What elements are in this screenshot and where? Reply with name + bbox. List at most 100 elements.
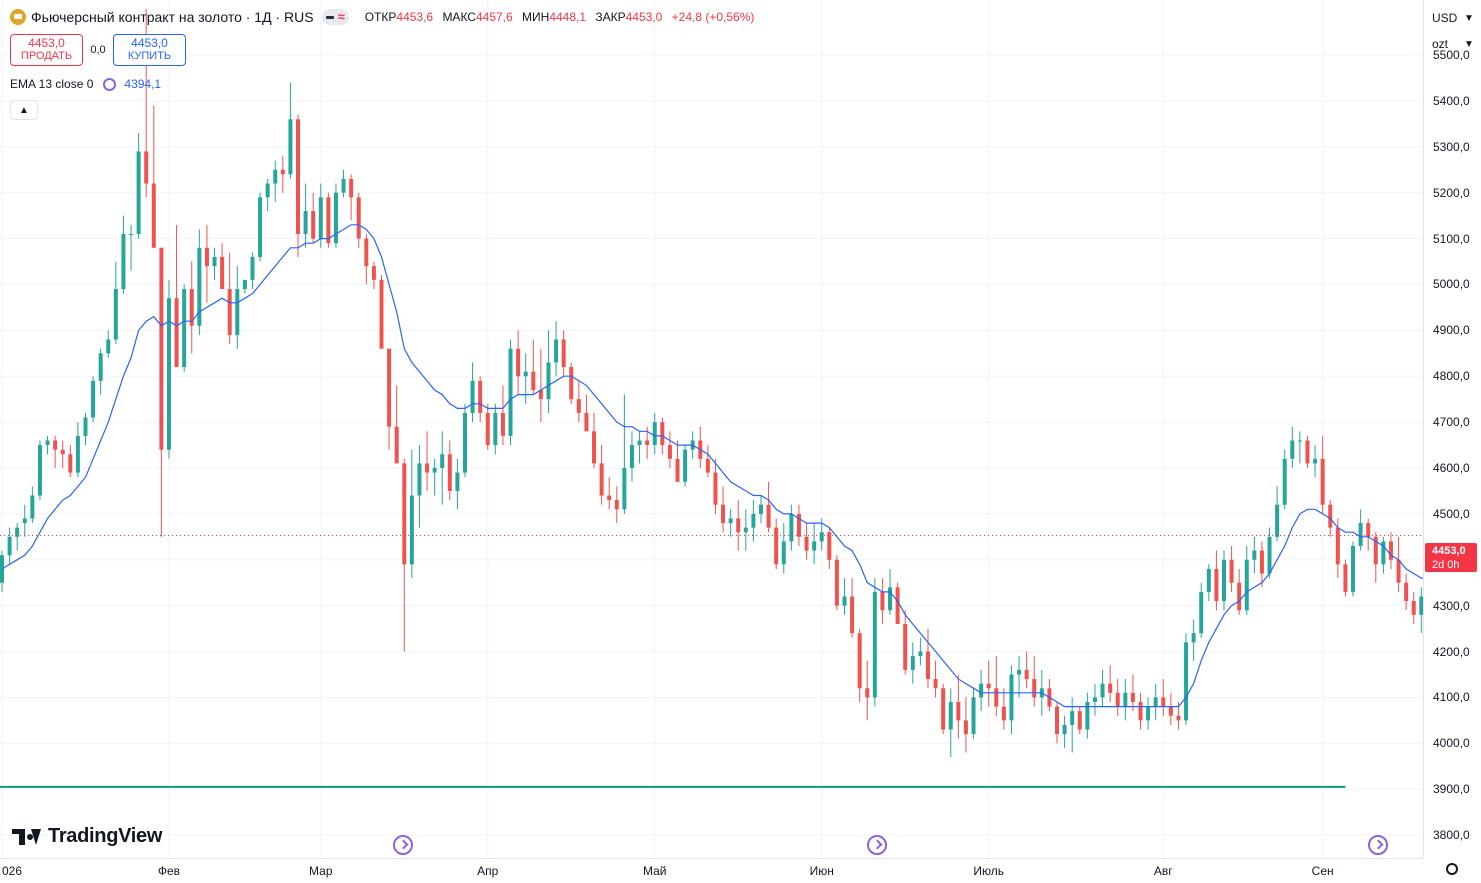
candle-body — [925, 651, 930, 680]
candle-body — [1305, 440, 1310, 464]
candle — [781, 523, 786, 574]
candle — [1396, 536, 1401, 592]
unit-selector[interactable]: ozt — [1432, 37, 1449, 51]
candle-body — [1343, 564, 1348, 592]
ema-label: EMA 13 close 0 — [10, 77, 94, 91]
high-label: МАКС — [442, 10, 476, 24]
high-value: 4457,6 — [475, 10, 513, 24]
candle — [1024, 651, 1029, 689]
open-value: 4453,6 — [396, 10, 434, 24]
candle — [296, 114, 301, 257]
candle-body — [766, 504, 771, 528]
candle-body — [1229, 559, 1234, 583]
candle — [827, 527, 832, 569]
candle — [872, 578, 877, 707]
candle-body — [1221, 559, 1226, 602]
candle — [485, 403, 490, 450]
candle — [561, 330, 566, 377]
candle-body — [789, 513, 794, 542]
collapse-legend-button[interactable]: ▲ — [10, 100, 38, 120]
candle — [743, 509, 748, 551]
ema-legend[interactable]: EMA 13 close 0 4394,1 — [10, 77, 161, 91]
candle-body — [136, 151, 141, 234]
last-price-label: 4453,0 2d 0h — [1425, 543, 1477, 572]
candle — [318, 183, 323, 248]
candle — [356, 192, 361, 248]
candle-body — [462, 412, 467, 473]
candle-body — [956, 702, 961, 721]
candle-body — [614, 500, 619, 510]
candle — [22, 504, 27, 537]
sell-button[interactable]: 4453,0 ПРОДАТЬ — [10, 34, 83, 66]
candle-body — [478, 380, 483, 413]
logo-text: TradingView — [48, 825, 163, 847]
candle-body — [1199, 591, 1204, 634]
tradingview-logo[interactable]: TradingView — [12, 825, 162, 848]
candle-body — [1366, 523, 1371, 537]
candle — [895, 582, 900, 624]
candle-body — [675, 458, 680, 482]
candle-body — [1259, 550, 1264, 574]
time-axis[interactable]: 026 Фев Мар Апр Май Июн Июль Авг Сен — [0, 858, 1423, 883]
candle-body — [1161, 697, 1166, 707]
settings-icon[interactable] — [1446, 863, 1458, 875]
candle-body — [948, 702, 953, 730]
candle-body — [1214, 568, 1219, 602]
candle-body — [827, 532, 832, 560]
candle — [1252, 536, 1257, 574]
candle — [113, 261, 118, 345]
candle — [136, 133, 141, 239]
buy-button[interactable]: 4453,0 КУПИТЬ — [113, 34, 186, 66]
candle-body — [1252, 550, 1257, 560]
symbol-title[interactable]: Фьючерсный контракт на золото · 1Д · RUS — [31, 9, 314, 25]
chevron-down-icon[interactable]: ▼ — [1464, 13, 1474, 24]
candle — [546, 330, 551, 413]
candle-body — [1100, 683, 1105, 698]
event-marker-icon[interactable] — [1368, 835, 1388, 855]
y-tick-label: 3800,0 — [1433, 828, 1470, 843]
candle — [250, 252, 255, 290]
candle — [151, 105, 156, 248]
candle-body — [174, 298, 179, 368]
candle-body — [288, 119, 293, 175]
candle — [0, 550, 4, 592]
candle — [1032, 656, 1037, 707]
candle-body — [371, 266, 376, 280]
price-axis[interactable]: 3800,03900,04000,04100,04200,04300,04400… — [1423, 0, 1481, 858]
candle-body — [508, 348, 513, 436]
candle — [227, 252, 232, 345]
y-tick-label: 5000,0 — [1433, 277, 1470, 292]
candle-body — [584, 412, 589, 432]
last-price-value: 4453,0 — [1432, 545, 1466, 557]
candle-body — [425, 463, 430, 473]
candle — [599, 445, 604, 505]
candle — [705, 445, 710, 478]
candle-body — [599, 463, 604, 496]
event-marker-icon[interactable] — [393, 835, 413, 855]
currency-selector[interactable]: USD — [1432, 11, 1458, 25]
candle — [1146, 697, 1151, 730]
candle-body — [667, 445, 672, 459]
candle — [1070, 697, 1075, 753]
market-status-flags[interactable]: ≈ — [321, 9, 349, 25]
candle-body — [98, 353, 103, 381]
candle — [1313, 445, 1318, 478]
candle-body — [235, 289, 240, 335]
candle-body — [402, 463, 407, 565]
candle-body — [1206, 568, 1211, 592]
candle — [1221, 550, 1226, 611]
event-marker-icon[interactable] — [867, 835, 887, 855]
low-label: МИН — [522, 10, 550, 24]
candle-body — [1358, 523, 1363, 546]
candle — [933, 660, 938, 698]
candle-body — [1070, 711, 1075, 725]
candle — [516, 330, 521, 395]
candle-body — [113, 289, 118, 340]
candle — [576, 380, 581, 423]
symbol-header: Фьючерсный контракт на золото · 1Д · RUS… — [10, 9, 754, 25]
candle-body — [341, 178, 346, 193]
candle-body — [1055, 706, 1060, 735]
candle — [1047, 679, 1052, 712]
chevron-down-icon[interactable]: ▼ — [1464, 39, 1474, 50]
price-chart[interactable] — [0, 0, 1423, 858]
